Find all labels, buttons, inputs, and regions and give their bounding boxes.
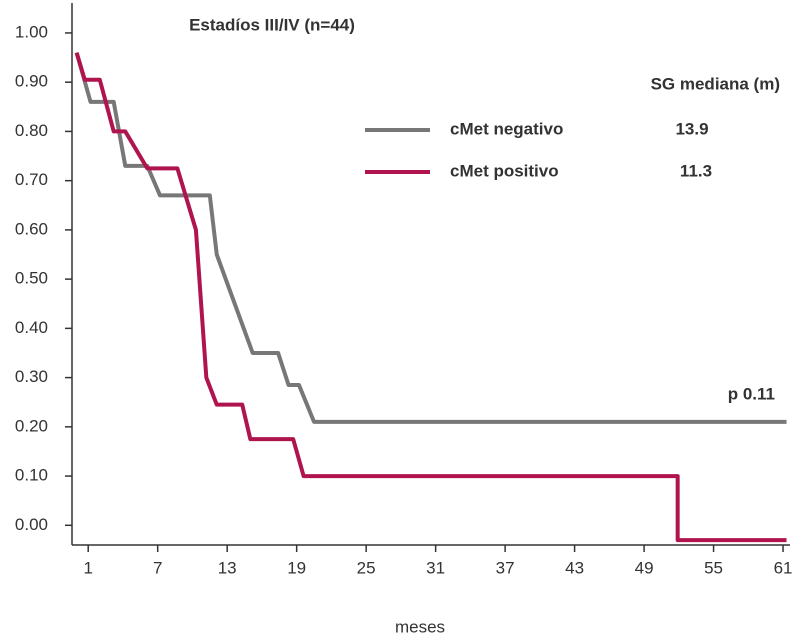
x-axis-label: meses (395, 617, 445, 636)
y-tick-label: 0.50 (15, 269, 48, 288)
y-tick-label: 0.00 (15, 515, 48, 534)
survival-curve (74, 52, 787, 424)
legend-title: SG mediana (m) (651, 74, 780, 93)
y-tick-label: 0.40 (15, 318, 48, 337)
survival-curve (74, 52, 787, 543)
x-tick-label: 25 (357, 558, 376, 577)
x-tick-label: 13 (218, 558, 237, 577)
legend-median: 13.9 (675, 119, 708, 138)
x-tick-label: 43 (565, 558, 584, 577)
y-tick-label: 0.80 (15, 121, 48, 140)
x-tick-label: 31 (426, 558, 445, 577)
x-tick-label: 7 (153, 558, 162, 577)
y-tick-label: 0.30 (15, 367, 48, 386)
y-tick-label: 0.20 (15, 416, 48, 435)
annotation: p 0.11 (728, 384, 775, 403)
x-tick-label: 49 (635, 558, 654, 577)
y-tick-label: 0.60 (15, 219, 48, 238)
y-tick-label: 1.00 (15, 22, 48, 41)
x-tick-label: 1 (83, 558, 92, 577)
legend-median: 11.3 (680, 161, 712, 180)
y-tick-label: 0.10 (15, 466, 48, 485)
x-tick-label: 55 (704, 558, 723, 577)
chart-title: Estadíos III/IV (n=44) (189, 15, 355, 34)
y-tick-label: 0.70 (15, 170, 48, 189)
legend-label: cMet negativo (450, 119, 563, 138)
x-tick-label: 19 (287, 558, 306, 577)
x-tick-label: 37 (496, 558, 515, 577)
legend-label: cMet positivo (450, 161, 559, 180)
y-tick-label: 0.90 (15, 72, 48, 91)
x-tick-label: 61 (774, 558, 793, 577)
